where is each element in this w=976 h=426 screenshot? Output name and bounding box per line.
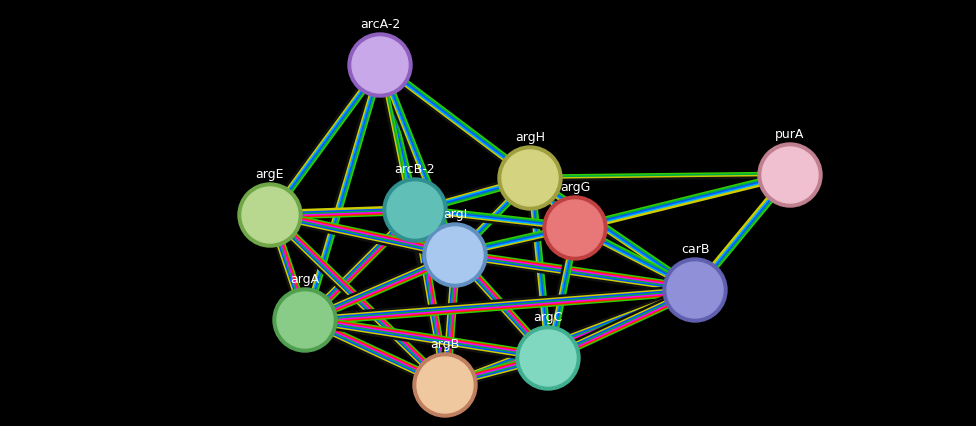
Circle shape: [547, 200, 603, 256]
Text: arcA-2: arcA-2: [360, 18, 400, 31]
Text: argH: argH: [515, 131, 545, 144]
Circle shape: [543, 196, 607, 260]
Circle shape: [277, 292, 333, 348]
Text: argG: argG: [560, 181, 590, 194]
Circle shape: [498, 146, 562, 210]
Circle shape: [770, 155, 810, 195]
Circle shape: [348, 33, 412, 97]
Circle shape: [762, 147, 818, 203]
Text: argI: argI: [443, 208, 468, 221]
Circle shape: [387, 182, 443, 238]
Text: argA: argA: [291, 273, 319, 286]
Text: carB: carB: [680, 243, 710, 256]
Circle shape: [285, 300, 325, 340]
Circle shape: [250, 195, 290, 235]
Circle shape: [435, 235, 475, 275]
Text: arcB-2: arcB-2: [394, 163, 435, 176]
Circle shape: [663, 258, 727, 322]
Circle shape: [360, 45, 400, 85]
Circle shape: [554, 208, 595, 248]
Circle shape: [395, 190, 435, 230]
Circle shape: [667, 262, 723, 318]
Circle shape: [758, 143, 822, 207]
Text: argE: argE: [256, 168, 284, 181]
Circle shape: [423, 223, 487, 287]
Circle shape: [509, 158, 550, 198]
Circle shape: [520, 330, 576, 386]
Circle shape: [674, 270, 715, 310]
Circle shape: [242, 187, 298, 243]
Circle shape: [413, 353, 477, 417]
Circle shape: [383, 178, 447, 242]
Text: purA: purA: [775, 128, 804, 141]
Circle shape: [516, 326, 580, 390]
Circle shape: [352, 37, 408, 93]
Circle shape: [502, 150, 558, 206]
Text: argC: argC: [533, 311, 563, 324]
Circle shape: [238, 183, 302, 247]
Circle shape: [417, 357, 473, 413]
Circle shape: [425, 365, 466, 405]
Circle shape: [528, 338, 568, 378]
Circle shape: [273, 288, 337, 352]
Text: argB: argB: [430, 338, 460, 351]
Circle shape: [427, 227, 483, 283]
